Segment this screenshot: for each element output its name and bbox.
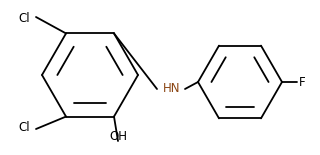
Text: F: F bbox=[299, 75, 306, 89]
Text: HN: HN bbox=[163, 82, 180, 95]
Text: Cl: Cl bbox=[18, 121, 30, 134]
Text: OH: OH bbox=[109, 130, 127, 143]
Text: Cl: Cl bbox=[18, 12, 30, 25]
